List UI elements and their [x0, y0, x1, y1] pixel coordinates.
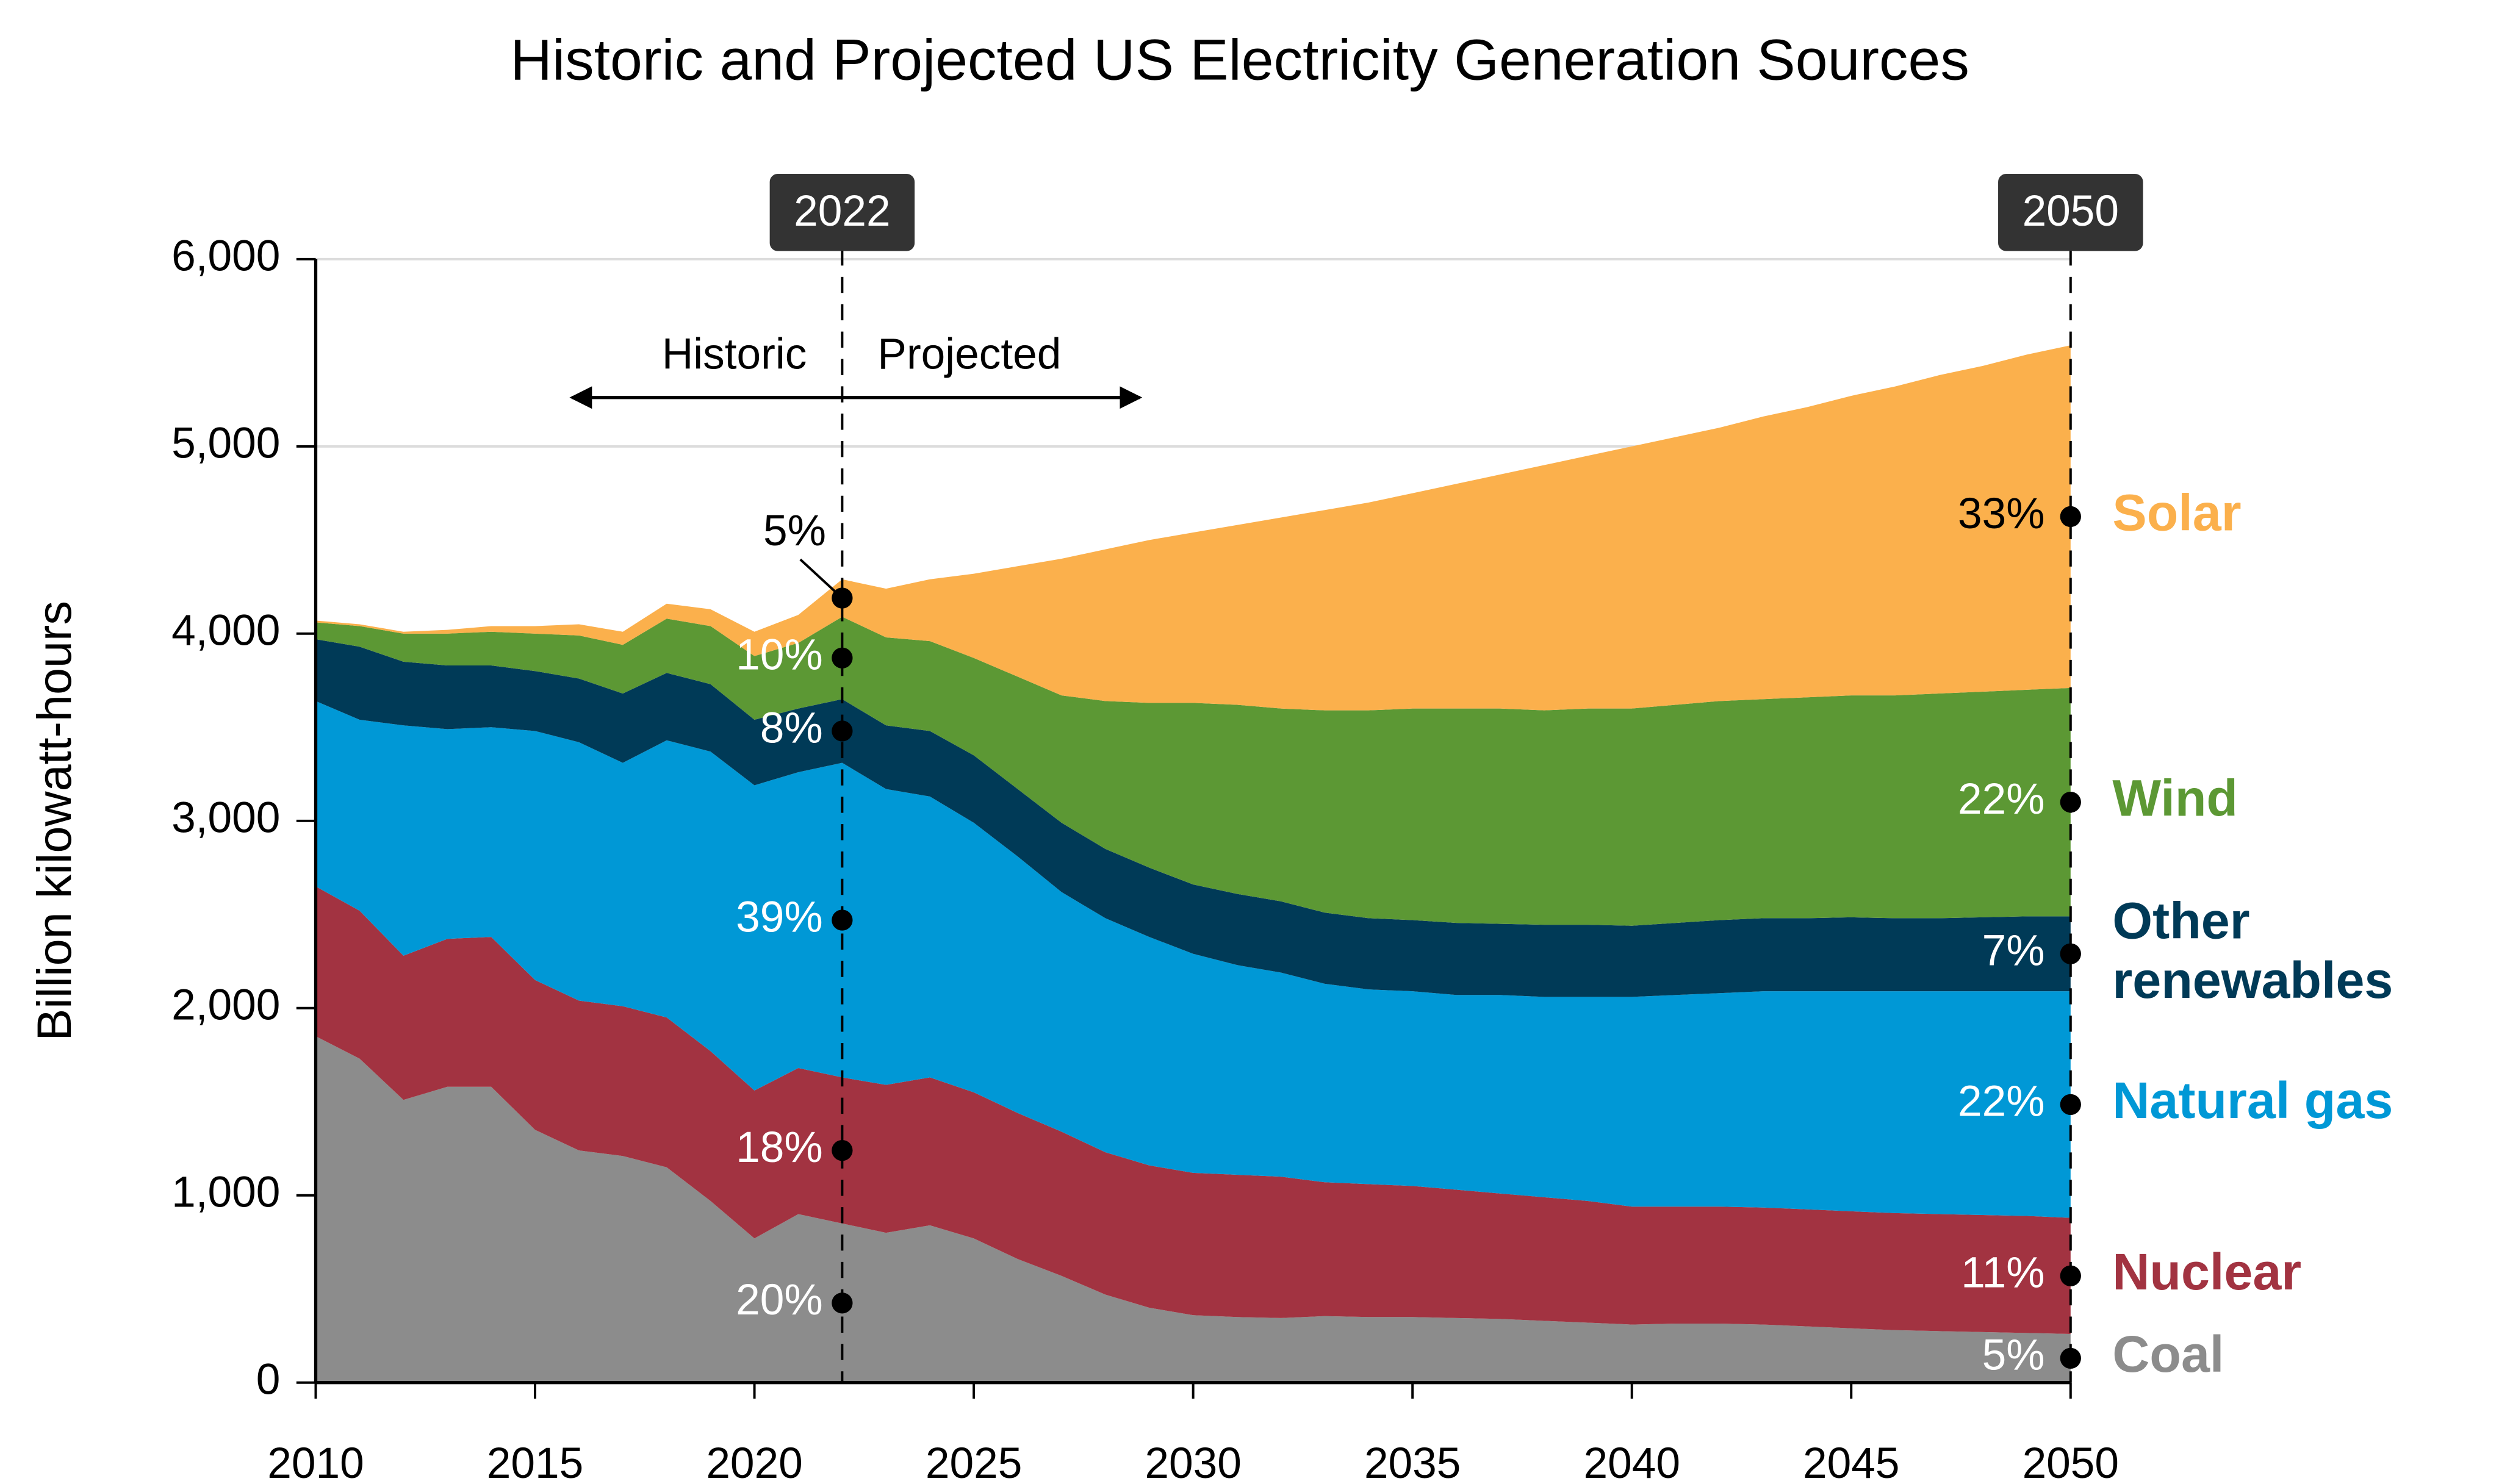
- y-tick-label: 1,000: [171, 1169, 280, 1217]
- share-label: 18%: [736, 1124, 823, 1172]
- share-label: 39%: [736, 893, 823, 941]
- share-label: 22%: [1958, 1078, 2045, 1126]
- share-label: 5%: [1982, 1332, 2045, 1380]
- marker-dot: [832, 720, 853, 742]
- y-tick-label: 2,000: [171, 981, 280, 1030]
- share-label: 8%: [760, 704, 823, 752]
- share-label: 10%: [736, 631, 823, 679]
- x-tick-label: 2045: [1803, 1439, 1899, 1484]
- legend-label: Solar: [2112, 484, 2241, 541]
- area: [315, 345, 2071, 711]
- share-label: 7%: [1982, 927, 2045, 975]
- y-tick-label: 0: [256, 1356, 281, 1404]
- x-tick-label: 2030: [1145, 1439, 1241, 1484]
- x-tick-label: 2035: [1364, 1439, 1461, 1484]
- area: [315, 1036, 2071, 1383]
- period-label: Historic: [662, 331, 807, 379]
- y-tick-label: 4,000: [171, 607, 280, 655]
- marker-dot: [2060, 1347, 2081, 1369]
- x-tick-label: 2050: [2023, 1439, 2119, 1484]
- marker-label: 2022: [794, 187, 890, 235]
- x-tick-label: 2040: [1583, 1439, 1680, 1484]
- share-label: 22%: [1958, 775, 2045, 823]
- marker-dot: [2060, 943, 2081, 964]
- legend-label: Other renewables: [2112, 892, 2393, 1009]
- marker-dot: [832, 1139, 853, 1161]
- area: [315, 701, 2071, 1218]
- legend-label: Coal: [2112, 1325, 2224, 1383]
- legend-line: Other: [2112, 892, 2249, 950]
- marker-dot: [2060, 1265, 2081, 1286]
- share-label: 20%: [736, 1276, 823, 1324]
- marker-dot: [832, 587, 853, 609]
- x-tick-label: 2015: [487, 1439, 583, 1484]
- y-tick-label: 3,000: [171, 794, 280, 842]
- marker-box: [1998, 173, 2143, 251]
- area: [315, 639, 2071, 997]
- legend-label: Wind: [2112, 769, 2238, 826]
- marker-dot: [832, 909, 853, 931]
- y-tick-label: 6,000: [171, 232, 280, 281]
- marker-box: [769, 173, 915, 251]
- share-label: 5%: [763, 507, 826, 555]
- x-tick-label: 2010: [267, 1439, 364, 1484]
- period-label: Projected: [877, 331, 1061, 379]
- chart-title: Historic and Projected US Electricity Ge…: [510, 28, 1969, 93]
- y-tick-label: 5,000: [171, 420, 280, 468]
- x-tick-label: 2025: [926, 1439, 1022, 1484]
- legend-line: renewables: [2112, 952, 2393, 1009]
- marker-label: 2050: [2023, 187, 2119, 235]
- marker-dot: [832, 647, 853, 669]
- marker-dot: [832, 1292, 853, 1314]
- area: [315, 617, 2071, 926]
- marker-dot: [2060, 506, 2081, 528]
- area: [315, 886, 2071, 1334]
- marker-dot: [2060, 1094, 2081, 1116]
- share-label: 33%: [1958, 490, 2045, 538]
- y-axis-label: Billion kilowatt-hours: [27, 601, 81, 1041]
- marker-dot: [2060, 791, 2081, 813]
- share-label: 11%: [1961, 1249, 2044, 1297]
- legend-label: Nuclear: [2112, 1243, 2301, 1300]
- legend-label: Natural gas: [2112, 1072, 2393, 1129]
- x-tick-label: 2020: [706, 1439, 802, 1484]
